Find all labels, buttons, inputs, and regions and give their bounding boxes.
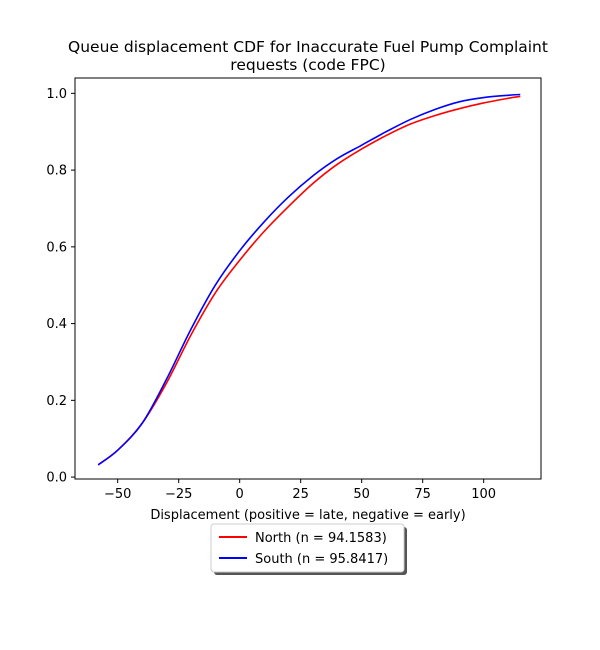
x-tick-label: 75 — [414, 487, 431, 502]
legend: North (n = 94.1583) South (n = 95.8417) — [210, 523, 407, 575]
plot-area-frame — [74, 77, 542, 480]
chart-title-line-1: Queue displacement CDF for Inaccurate Fu… — [68, 38, 548, 56]
x-tick-label: −50 — [104, 487, 131, 502]
x-tick-label: 25 — [292, 487, 309, 502]
y-axis: 0.0 0.2 0.4 0.6 0.8 1.0 — [46, 87, 75, 486]
legend-label-south: South (n = 95.8417) — [255, 552, 388, 567]
chart-title-line-2: requests (code FPC) — [230, 56, 385, 74]
x-tick-label: 100 — [471, 487, 496, 502]
x-axis-label: Displacement (positive = late, negative … — [150, 508, 465, 523]
series-line-south — [97, 93, 521, 466]
y-tick-label: 0.4 — [46, 317, 67, 332]
legend-box — [210, 523, 405, 573]
x-tick-label: −25 — [165, 487, 192, 502]
series-line-north — [97, 95, 521, 466]
x-axis: −50 −25 0 25 50 75 100 — [104, 479, 496, 502]
y-tick-label: 0.0 — [46, 471, 67, 486]
y-tick-label: 0.6 — [46, 240, 67, 255]
x-tick-label: 0 — [236, 487, 244, 502]
y-tick-label: 0.8 — [46, 164, 67, 179]
plot-lines — [97, 93, 521, 466]
y-tick-label: 0.2 — [46, 394, 67, 409]
x-tick-label: 50 — [353, 487, 370, 502]
legend-label-north: North (n = 94.1583) — [255, 531, 387, 546]
y-tick-label: 1.0 — [46, 87, 67, 102]
